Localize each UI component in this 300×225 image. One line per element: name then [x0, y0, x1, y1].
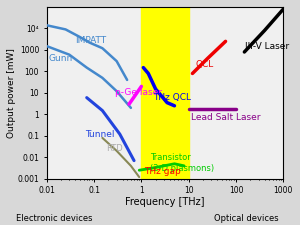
Text: IMPATT: IMPATT — [75, 36, 106, 45]
Text: p-Ge laser: p-Ge laser — [115, 88, 162, 97]
Text: RTD: RTD — [106, 144, 123, 153]
Text: Gunn: Gunn — [49, 54, 73, 63]
Text: QCL: QCL — [196, 60, 214, 69]
Y-axis label: Output power [mW]: Output power [mW] — [7, 48, 16, 138]
Text: Electronic devices: Electronic devices — [16, 214, 92, 223]
Text: III-V Laser: III-V Laser — [245, 42, 289, 51]
Text: Lead Salt Laser: Lead Salt Laser — [191, 113, 260, 122]
Text: Optical devices: Optical devices — [214, 214, 278, 223]
Text: Transistor
(2-D plasmons): Transistor (2-D plasmons) — [150, 153, 214, 173]
Text: Tunnel: Tunnel — [85, 130, 115, 139]
X-axis label: Frequency [THz]: Frequency [THz] — [125, 197, 205, 207]
Text: THz gap: THz gap — [144, 167, 181, 176]
Text: THz QCL: THz QCL — [154, 93, 191, 102]
Bar — [141, 7, 189, 179]
